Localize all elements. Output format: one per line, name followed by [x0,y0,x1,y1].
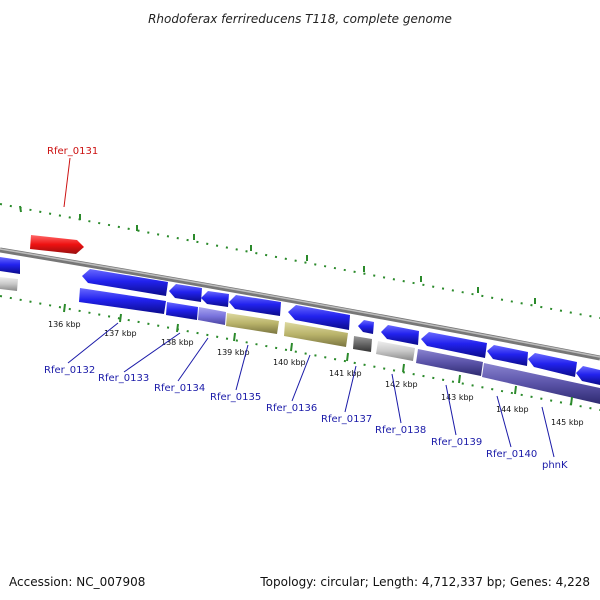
gene-lower-8[interactable] [416,349,483,376]
scale-label: 142 kbp [385,380,418,389]
map-title: Rhodoferax ferrireducens T118, complete … [148,12,452,26]
genome-axis [0,247,600,361]
gene-lower-5[interactable] [284,322,348,347]
gene-label-rfer-0140[interactable]: Rfer_0140 [486,449,537,460]
scale-label: 137 kbp [104,329,137,338]
leader-lines [63,157,555,458]
gene-lower-2[interactable] [166,302,198,320]
scale-label: 136 kbp [48,320,81,329]
gene-label-rfer-0131[interactable]: Rfer_0131 [47,146,98,157]
gene-upper-11[interactable] [576,366,600,385]
gene-lower-7[interactable] [376,341,415,361]
gene-lower-4[interactable] [226,313,279,334]
gene-upper-7[interactable] [381,325,419,345]
gene-label-rfer-0137[interactable]: Rfer_0137 [321,414,372,425]
accession-text: Accession: NC_007908 [9,575,145,589]
scale-label: 141 kbp [329,369,362,378]
outer-ruler-major-ticks [19,205,536,304]
gene-label-rfer-0138[interactable]: Rfer_0138 [375,425,426,436]
gene-labels: Rfer_0131 Rfer_0132 Rfer_0133 Rfer_0134 … [44,146,568,471]
scale-label: 138 kbp [161,338,194,347]
inner-ruler-major-ticks [63,303,573,406]
gene-label-rfer-0132[interactable]: Rfer_0132 [44,365,95,376]
gene-upper-3[interactable] [201,291,229,307]
scale-label: 145 kbp [551,418,584,427]
gene-left-partial-gray[interactable] [0,277,18,291]
scale-labels: 136 kbp 137 kbp 138 kbp 139 kbp 140 kbp … [48,320,584,427]
gene-rfer-0131[interactable] [30,235,84,254]
gene-lower-6[interactable] [353,336,372,352]
gene-label-phnk[interactable]: phnK [542,460,568,471]
gene-upper-1[interactable] [82,269,168,296]
gene-lower-1[interactable] [79,288,166,314]
gene-upper-6[interactable] [358,320,374,334]
genome-summary-text: Topology: circular; Length: 4,712,337 bp… [259,575,590,589]
scale-label: 144 kbp [496,405,529,414]
scale-label: 140 kbp [273,358,306,367]
gene-upper-9[interactable] [487,345,528,366]
gene-upper-5[interactable] [288,305,350,330]
gene-label-rfer-0135[interactable]: Rfer_0135 [210,392,261,403]
gene-label-rfer-0136[interactable]: Rfer_0136 [266,403,317,414]
gene-lower-3[interactable] [198,307,226,325]
gene-upper-10[interactable] [528,353,577,377]
gene-label-rfer-0134[interactable]: Rfer_0134 [154,383,205,394]
scale-label: 139 kbp [217,348,250,357]
gene-upper-2[interactable] [169,284,202,302]
gene-left-partial-blue[interactable] [0,257,20,274]
scale-label: 143 kbp [441,393,474,402]
gene-lower-9[interactable] [482,363,600,404]
gene-upper-8[interactable] [421,332,487,358]
gene-upper-4[interactable] [229,295,281,316]
gene-label-rfer-0133[interactable]: Rfer_0133 [98,373,149,384]
gene-label-rfer-0139[interactable]: Rfer_0139 [431,437,482,448]
